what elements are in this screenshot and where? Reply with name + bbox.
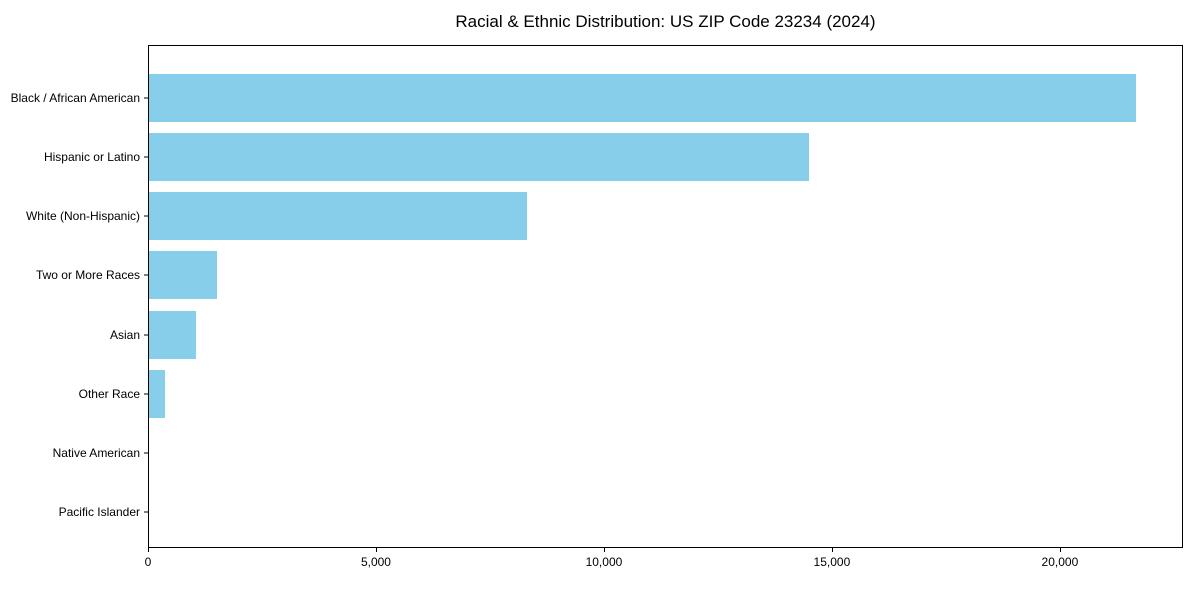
y-tick-mark: [144, 511, 148, 513]
y-tick-mark: [144, 334, 148, 336]
x-tick-mark: [148, 548, 149, 552]
y-tick-mark: [144, 215, 148, 217]
y-axis-label: White (Non-Hispanic): [25, 209, 140, 224]
chart-title: Racial & Ethnic Distribution: US ZIP Cod…: [455, 12, 876, 31]
bar: [149, 369, 165, 418]
x-tick-mark: [831, 548, 833, 552]
y-tick-mark: [144, 274, 148, 276]
bar: [149, 251, 218, 300]
bar: [149, 132, 809, 181]
x-tick-label: 10,000: [585, 555, 623, 569]
bar-row: Hispanic or Latino: [44, 127, 1182, 186]
y-tick-mark: [144, 97, 148, 99]
x-tick-label: 5,000: [360, 555, 391, 569]
bar: [149, 192, 527, 241]
y-axis-label: Black / African American: [10, 90, 140, 105]
x-tick-mark: [375, 548, 377, 552]
x-tick-label: 0: [144, 555, 152, 569]
bar-row: Two or More Races: [36, 246, 1182, 305]
y-axis-label: Other Race: [78, 386, 140, 401]
y-tick-mark: [144, 393, 148, 395]
bar-row: Pacific Islander: [59, 483, 1182, 542]
y-axis-label: Hispanic or Latino: [43, 149, 140, 164]
y-axis-label: Two or More Races: [35, 268, 140, 283]
bar-row: Other Race: [79, 364, 1182, 423]
bar-row: White (Non-Hispanic): [26, 187, 1182, 246]
plot-area: Black / African American Hispanic or Lati…: [11, 45, 1183, 548]
bar-rows: Black / African American Hispanic or Lati…: [11, 46, 1182, 547]
x-tick-mark: [1059, 548, 1061, 552]
y-axis-label: Native American: [52, 446, 140, 461]
x-tick-label: 20,000: [1041, 555, 1079, 569]
bar: [149, 73, 1137, 122]
x-axis: 0 5,000 10,000 15,000 20,000: [144, 548, 1183, 576]
bar-row: Asian: [110, 305, 1182, 364]
bar: [149, 310, 196, 359]
y-axis-label: Pacific Islander: [58, 505, 140, 520]
y-tick-mark: [144, 452, 148, 454]
x-tick-mark: [603, 548, 605, 552]
y-axis-label: Asian: [109, 327, 140, 342]
y-tick-mark: [144, 156, 148, 158]
x-tick-label: 15,000: [813, 555, 851, 569]
bar-row: Black / African American: [11, 68, 1182, 127]
bar-row: Native American: [53, 424, 1182, 483]
